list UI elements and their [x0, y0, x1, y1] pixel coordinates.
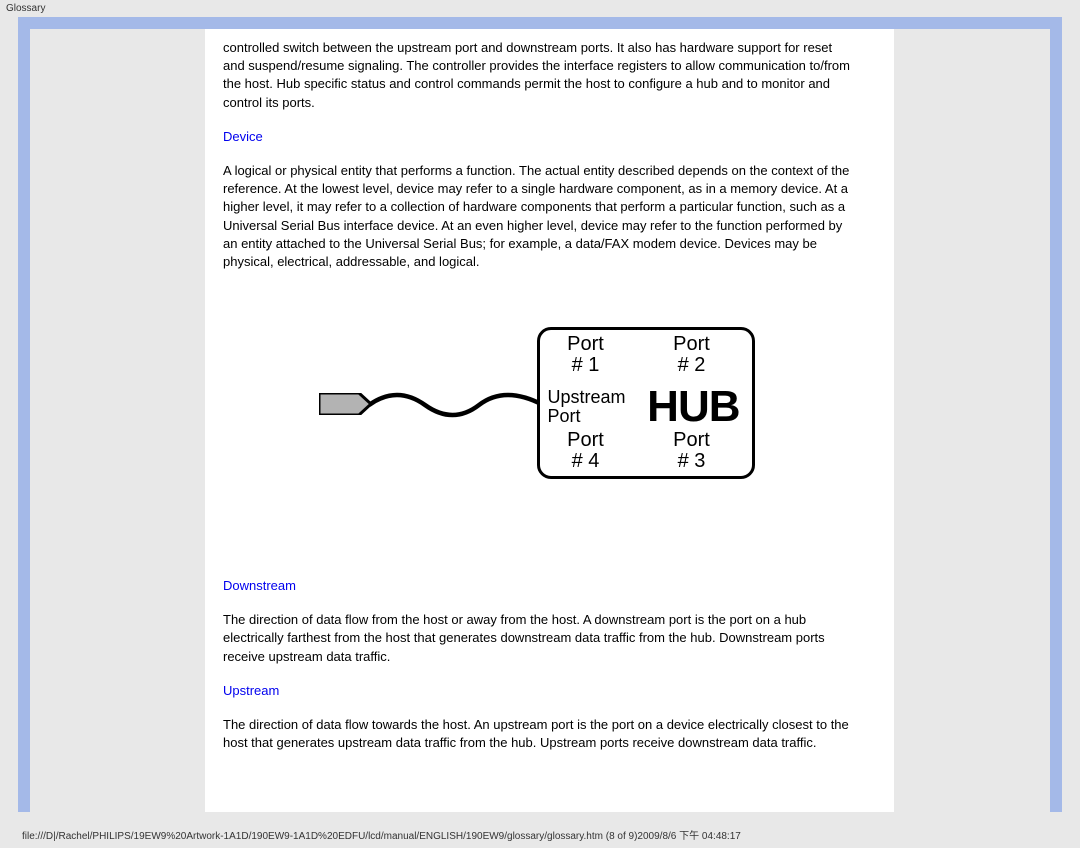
intro-paragraph: controlled switch between the upstream p…	[223, 39, 854, 112]
upstream-heading: Upstream	[223, 682, 854, 700]
upstream-paragraph: The direction of data flow towards the h…	[223, 716, 854, 752]
device-heading: Device	[223, 128, 854, 146]
downstream-heading: Downstream	[223, 577, 854, 595]
footer-file-path: file:///D|/Rachel/PHILIPS/19EW9%20Artwor…	[22, 827, 741, 842]
downstream-paragraph: The direction of data flow from the host…	[223, 611, 854, 666]
port-text: Port	[567, 333, 604, 355]
document-frame: controlled switch between the upstream p…	[18, 17, 1062, 812]
page-header-title: Glossary	[0, 0, 1080, 17]
port-tab-icon	[676, 478, 708, 498]
port1-label: Port # 1	[556, 334, 616, 376]
port-tab-icon	[570, 308, 602, 328]
device-paragraph: A logical or physical entity that perfor…	[223, 162, 854, 271]
port-text: Port	[567, 429, 604, 451]
upstream-port-label: Upstream Port	[548, 388, 626, 426]
right-margin	[894, 29, 1050, 812]
port-tab-icon	[676, 308, 708, 328]
hub-diagram: Port # 1 Port # 2 Upstream Port HUB Port	[319, 297, 759, 507]
port3-label: Port # 3	[662, 430, 722, 472]
cable-wire-icon	[369, 389, 549, 423]
port-num: # 1	[572, 354, 600, 376]
port-text: Port	[673, 429, 710, 451]
port4-label: Port # 4	[556, 430, 616, 472]
content-wrapper: controlled switch between the upstream p…	[30, 29, 1050, 812]
upstream-text: Port	[548, 406, 581, 426]
port-num: # 2	[678, 354, 706, 376]
port-num: # 3	[678, 450, 706, 472]
port-tab-icon	[570, 478, 602, 498]
main-content: controlled switch between the upstream p…	[205, 29, 894, 812]
upstream-text: Upstream	[548, 387, 626, 407]
hub-box: Port # 1 Port # 2 Upstream Port HUB Port	[537, 327, 755, 479]
port2-label: Port # 2	[662, 334, 722, 376]
left-margin	[30, 29, 205, 812]
port-num: # 4	[572, 450, 600, 472]
port-text: Port	[673, 333, 710, 355]
cable-plug-icon	[319, 393, 371, 415]
